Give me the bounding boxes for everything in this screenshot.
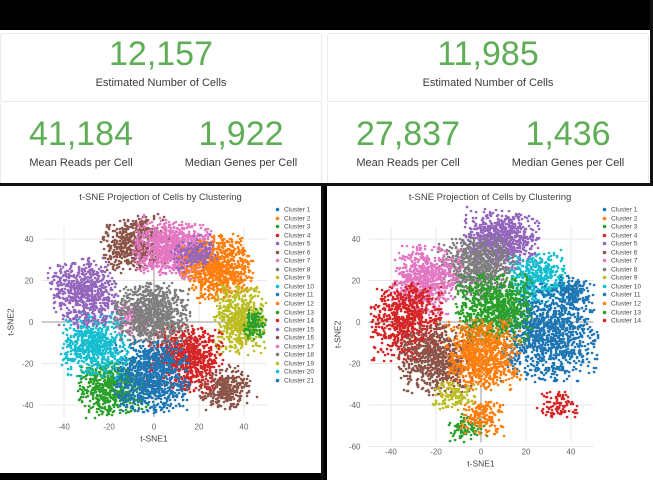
svg-text:-60: -60	[349, 443, 361, 452]
svg-text:0: 0	[152, 422, 157, 431]
svg-text:-40: -40	[22, 401, 34, 410]
svg-text:40: 40	[240, 422, 249, 431]
svg-text:-40: -40	[58, 422, 70, 431]
svg-text:t-SNE1: t-SNE1	[467, 458, 495, 468]
svg-text:20: 20	[352, 277, 361, 286]
svg-text:0: 0	[479, 447, 484, 456]
svg-text:t-SNE2: t-SNE2	[6, 308, 16, 336]
svg-text:20: 20	[195, 422, 204, 431]
svg-text:t-SNE1: t-SNE1	[140, 433, 168, 443]
svg-text:0: 0	[29, 318, 34, 327]
svg-text:0: 0	[356, 318, 361, 327]
svg-text:20: 20	[522, 447, 531, 456]
svg-text:-20: -20	[22, 360, 34, 369]
svg-text:-40: -40	[349, 401, 361, 410]
svg-text:-20: -20	[349, 360, 361, 369]
svg-text:t-SNE2: t-SNE2	[333, 320, 343, 348]
svg-text:-40: -40	[385, 447, 397, 456]
svg-text:-20: -20	[103, 422, 115, 431]
svg-text:-20: -20	[430, 447, 442, 456]
svg-text:40: 40	[567, 447, 576, 456]
svg-text:40: 40	[352, 235, 361, 244]
svg-text:40: 40	[25, 235, 34, 244]
svg-text:20: 20	[25, 277, 34, 286]
